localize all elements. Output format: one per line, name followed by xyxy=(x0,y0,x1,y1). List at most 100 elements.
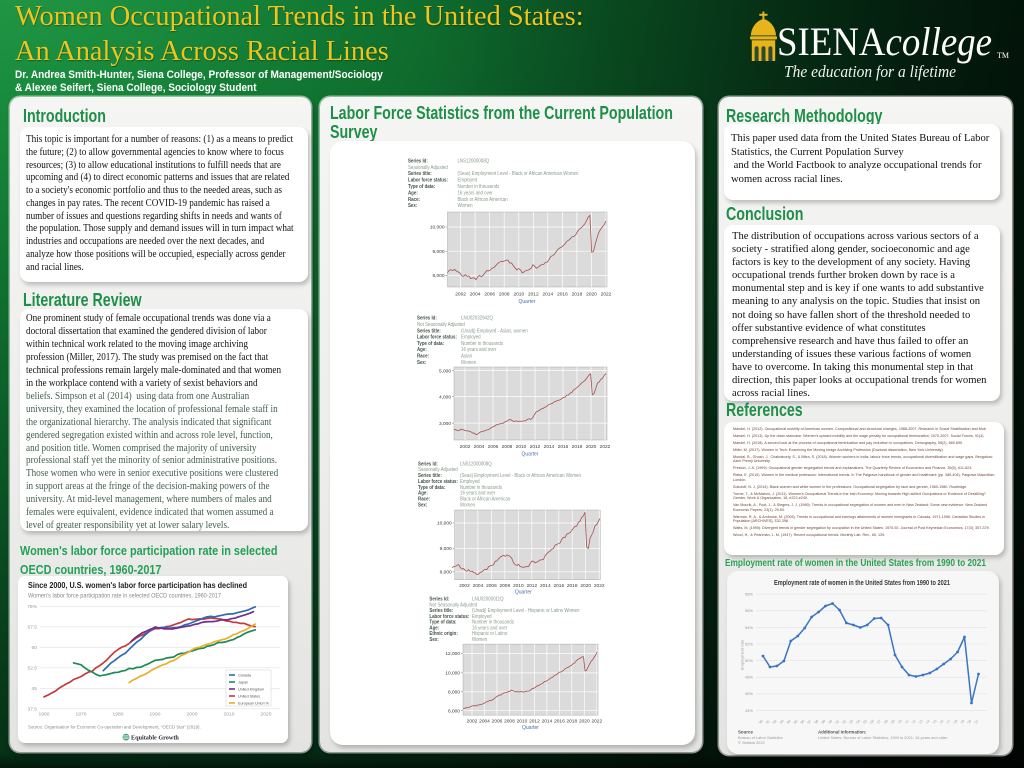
svg-text:2008: 2008 xyxy=(502,444,513,450)
svg-text:2012: 2012 xyxy=(529,718,540,724)
svg-text:Quarter: Quarter xyxy=(522,452,539,458)
svg-text:Sex:: Sex: xyxy=(429,636,439,642)
svg-text:8,000: 8,000 xyxy=(448,690,460,696)
svg-text:Seasonally Adjusted: Seasonally Adjusted xyxy=(418,467,458,473)
svg-text:2020: 2020 xyxy=(586,444,597,450)
svg-text:Not Seasonally Adjusted: Not Seasonally Adjusted xyxy=(429,602,477,608)
svg-text:2018: 2018 xyxy=(567,583,578,589)
svg-text:46%: 46% xyxy=(745,691,753,696)
svg-text:(Unadj) Employment Level - His: (Unadj) Employment Level - Hispanic or L… xyxy=(472,608,580,614)
svg-text:Age:: Age: xyxy=(429,625,439,631)
svg-text:Number in thousands: Number in thousands xyxy=(457,184,499,190)
svg-text:Since 2000, U.S. women's labor: Since 2000, U.S. women's labor force par… xyxy=(28,581,247,590)
svg-text:'09: '09 xyxy=(890,719,896,725)
svg-text:Women: Women xyxy=(461,359,476,365)
svg-text:The education for a lifetime: The education for a lifetime xyxy=(784,62,956,81)
svg-text:2000: 2000 xyxy=(187,712,198,718)
svg-text:16 years and over: 16 years and over xyxy=(472,625,508,631)
svg-text:'20: '20 xyxy=(966,719,972,725)
svg-text:2010: 2010 xyxy=(224,712,235,718)
svg-text:Bureau of Labor Statistics: Bureau of Labor Statistics xyxy=(738,735,783,740)
svg-text:Race:: Race: xyxy=(408,196,420,202)
svg-text:European Union %: European Union % xyxy=(238,702,270,706)
svg-text:Not Seasonally Adjusted: Not Seasonally Adjusted xyxy=(417,322,465,328)
svg-text:10,000: 10,000 xyxy=(430,225,445,231)
svg-text:5,000: 5,000 xyxy=(439,368,451,374)
svg-text:Canada: Canada xyxy=(238,674,252,678)
svg-text:3,000: 3,000 xyxy=(439,421,451,427)
svg-text:Asian: Asian xyxy=(461,353,472,359)
svg-text:Seasonally Adjusted: Seasonally Adjusted xyxy=(408,164,448,170)
svg-text:Series Id:: Series Id: xyxy=(408,158,428,164)
svg-text:'99: '99 xyxy=(820,719,826,725)
svg-text:'90: '90 xyxy=(758,719,764,725)
svg-text:'10: '10 xyxy=(897,719,903,725)
svg-text:Hispanic or Latino: Hispanic or Latino xyxy=(472,631,508,637)
svg-text:2006: 2006 xyxy=(492,718,503,724)
svg-text:9,000: 9,000 xyxy=(432,249,444,255)
svg-text:2004: 2004 xyxy=(474,444,485,450)
svg-text:'98: '98 xyxy=(813,719,819,725)
svg-text:Ethnic origin:: Ethnic origin: xyxy=(429,631,458,637)
svg-text:2020: 2020 xyxy=(579,718,590,724)
svg-text:2022: 2022 xyxy=(594,583,605,589)
svg-text:'16: '16 xyxy=(939,719,945,725)
svg-text:Employment rate of women in th: Employment rate of women in the United S… xyxy=(774,578,950,587)
svg-text:United States: United States xyxy=(238,695,260,699)
svg-text:2012: 2012 xyxy=(530,444,541,450)
svg-text:4,000: 4,000 xyxy=(439,394,451,400)
svg-text:United Kingdom: United Kingdom xyxy=(238,688,264,692)
svg-text:'15: '15 xyxy=(932,719,938,725)
svg-text:2020: 2020 xyxy=(261,712,272,718)
svg-text:2014: 2014 xyxy=(542,292,553,298)
svg-text:10,000: 10,000 xyxy=(445,671,460,677)
svg-text:2020: 2020 xyxy=(580,583,591,589)
svg-text:Quarter: Quarter xyxy=(522,725,539,731)
svg-text:50%: 50% xyxy=(745,658,753,663)
svg-text:8,000: 8,000 xyxy=(432,273,444,279)
svg-text:2016: 2016 xyxy=(554,718,565,724)
svg-text:Race:: Race: xyxy=(418,496,430,502)
svg-text:Women: Women xyxy=(460,502,475,508)
svg-text:LNS12000008Q: LNS12000008Q xyxy=(460,461,492,467)
svg-text:2002: 2002 xyxy=(459,583,470,589)
svg-text:Women's labor force participat: Women's labor force participation rate i… xyxy=(28,593,221,600)
svg-text:Quarter: Quarter xyxy=(515,590,532,596)
svg-text:Employed: Employed xyxy=(457,177,477,183)
svg-text:'17: '17 xyxy=(945,719,951,725)
svg-text:'95: '95 xyxy=(793,719,799,725)
svg-text:'11: '11 xyxy=(904,719,910,725)
svg-text:'03: '03 xyxy=(848,719,854,725)
svg-text:2006: 2006 xyxy=(488,444,499,450)
svg-text:2014: 2014 xyxy=(544,444,555,450)
svg-text:Number in thousands: Number in thousands xyxy=(461,341,503,347)
svg-text:2010: 2010 xyxy=(513,292,524,298)
svg-text:2014: 2014 xyxy=(542,718,553,724)
svg-text:2006: 2006 xyxy=(486,583,497,589)
svg-text:'08: '08 xyxy=(883,719,889,725)
svg-text:2022: 2022 xyxy=(601,292,612,298)
svg-text:2004: 2004 xyxy=(470,292,481,298)
svg-text:© Statista 2022: © Statista 2022 xyxy=(738,740,765,745)
svg-text:'04: '04 xyxy=(855,719,861,725)
svg-text:Number in thousands: Number in thousands xyxy=(472,619,514,625)
svg-text:Japan: Japan xyxy=(238,681,248,685)
svg-text:48%: 48% xyxy=(745,675,753,680)
svg-text:Quarter: Quarter xyxy=(519,299,536,305)
svg-text:16 years and over: 16 years and over xyxy=(460,490,496,496)
svg-text:2004: 2004 xyxy=(473,583,484,589)
svg-text:LNS12000008Q: LNS12000008Q xyxy=(457,158,489,164)
svg-text:56%: 56% xyxy=(745,608,753,613)
svg-text:Age:: Age: xyxy=(418,490,428,496)
svg-text:Age:: Age: xyxy=(417,347,427,353)
svg-text:Black or African American: Black or African American xyxy=(460,496,511,502)
svg-text:1980: 1980 xyxy=(113,712,124,718)
svg-text:54%: 54% xyxy=(745,625,753,630)
svg-text:Additional Information:: Additional Information: xyxy=(818,730,867,735)
svg-text:2010: 2010 xyxy=(517,718,528,724)
svg-text:2002: 2002 xyxy=(467,718,478,724)
svg-text:52%: 52% xyxy=(745,641,753,646)
svg-text:Employment rate: Employment rate xyxy=(740,639,745,670)
svg-text:'96: '96 xyxy=(800,719,806,725)
svg-text:Type of data:: Type of data: xyxy=(417,341,444,347)
